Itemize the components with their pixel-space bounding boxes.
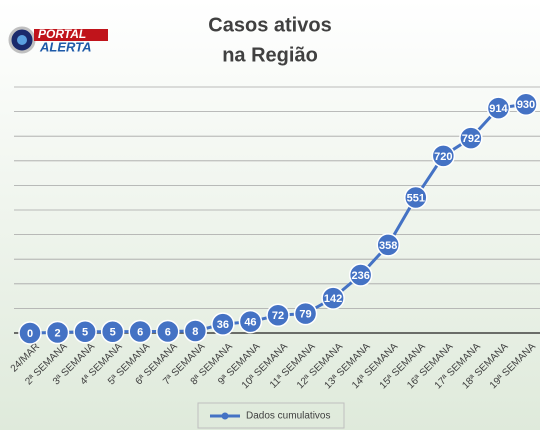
data-point	[459, 126, 483, 150]
data-point	[211, 312, 235, 336]
data-label: 930	[517, 99, 535, 111]
data-label: 6	[165, 326, 171, 338]
data-point	[404, 185, 428, 210]
data-label: 46	[244, 317, 256, 329]
legend-box	[197, 402, 345, 429]
data-label: 236	[351, 270, 369, 282]
data-label: 720	[434, 151, 452, 163]
data-point	[321, 286, 345, 310]
logo: PORTAL ALERTA	[8, 26, 108, 54]
data-point	[266, 303, 290, 328]
data-point	[238, 309, 263, 334]
data-label: 914	[489, 103, 508, 115]
data-point	[514, 92, 538, 116]
data-label: 358	[379, 240, 397, 252]
chart-title: na Região	[222, 44, 318, 66]
data-point	[156, 319, 180, 344]
data-label: 142	[324, 293, 342, 305]
data-label: 36	[217, 319, 229, 331]
data-point	[293, 301, 318, 326]
legend-label: Dados cumulativos	[246, 411, 330, 422]
data-point	[73, 320, 97, 344]
logo-text: PORTAL	[38, 27, 86, 41]
data-point	[348, 263, 373, 287]
data-point	[376, 233, 400, 257]
data-label: 5	[110, 327, 116, 339]
data-point	[128, 319, 152, 344]
data-label: 8	[192, 326, 198, 338]
data-point	[431, 144, 456, 168]
data-label: 792	[462, 133, 480, 145]
data-label: 5	[82, 327, 88, 339]
data-point	[486, 96, 511, 120]
data-point	[100, 320, 125, 344]
legend-swatch	[221, 412, 229, 420]
logo-band	[34, 29, 108, 41]
data-label: 72	[272, 310, 284, 322]
data-label: 2	[54, 327, 60, 339]
data-label: 79	[299, 308, 311, 320]
chart-title: Casos ativos	[208, 14, 331, 36]
data-point	[45, 320, 70, 345]
data-label: 6	[137, 326, 143, 338]
data-label: 0	[27, 328, 33, 340]
data-label: 551	[407, 192, 425, 204]
logo-text: ALERTA	[39, 39, 92, 54]
data-point	[18, 321, 42, 345]
logo-icon-center	[17, 35, 27, 45]
data-point	[183, 319, 208, 343]
